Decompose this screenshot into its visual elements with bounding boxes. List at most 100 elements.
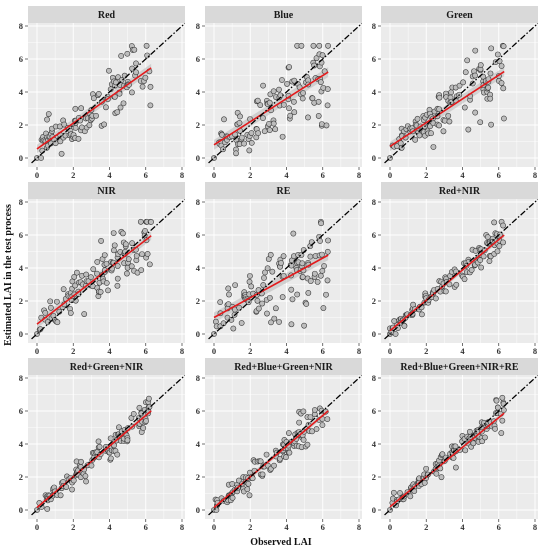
x-tick-label: 0 — [35, 170, 39, 180]
data-point — [111, 242, 118, 249]
data-point — [397, 490, 403, 496]
fit-line — [213, 254, 329, 319]
data-point — [145, 395, 152, 402]
data-point — [142, 227, 148, 234]
data-point — [94, 259, 101, 265]
data-point — [229, 480, 236, 487]
facet-title: Red+Blue+Green+NIR — [234, 362, 333, 373]
y-tick-label: 4 — [196, 87, 201, 97]
data-point — [269, 268, 276, 275]
facet-title: Green — [446, 10, 473, 21]
data-point — [128, 263, 135, 270]
data-point — [246, 147, 253, 154]
facet-strip — [205, 358, 362, 375]
data-point — [271, 462, 277, 469]
data-point — [499, 394, 506, 401]
y-tick-label: 0 — [19, 153, 23, 163]
scatter-panel: NIR 0 2 4 6 8 0 2 4 6 8 — [19, 182, 185, 356]
scatter-panel: Red+Blue+Green+NIR+RE 0 2 4 6 8 0 2 4 6 8 — [372, 358, 538, 532]
y-tick-label: 8 — [372, 21, 376, 31]
x-tick-label: 0 — [35, 522, 39, 532]
data-point — [456, 82, 463, 89]
data-point — [110, 230, 117, 237]
data-point — [257, 458, 264, 465]
data-point — [226, 291, 232, 298]
data-point — [319, 422, 326, 429]
x-tick-label: 0 — [212, 346, 216, 356]
facet-strip — [205, 6, 362, 23]
scatter-panel: Red+Blue+Green+NIR 0 2 4 6 8 0 2 4 6 8 — [196, 358, 362, 532]
data-point — [103, 104, 109, 111]
data-point — [144, 251, 151, 257]
x-tick-label: 6 — [497, 170, 501, 180]
x-tick-label: 8 — [180, 346, 184, 356]
data-point — [392, 331, 399, 337]
data-point — [303, 301, 310, 307]
data-point — [233, 150, 239, 157]
data-point — [462, 69, 469, 76]
data-point — [47, 304, 54, 311]
data-point — [124, 50, 131, 57]
data-point — [283, 454, 289, 461]
data-point — [148, 219, 154, 225]
facet-strip — [28, 182, 185, 199]
data-point — [480, 73, 487, 80]
data-point — [248, 130, 255, 136]
data-point — [296, 419, 303, 426]
data-point — [225, 285, 232, 292]
data-point — [462, 447, 469, 454]
data-point — [281, 101, 287, 108]
data-point — [498, 80, 505, 86]
data-point — [114, 263, 121, 269]
x-tick-label: 4 — [107, 346, 112, 356]
data-point — [453, 281, 460, 288]
scatter-panel: Red+Green+NIR 0 2 4 6 8 0 2 4 6 8 — [19, 358, 185, 532]
y-tick-label: 8 — [196, 197, 200, 207]
data-point — [500, 407, 507, 413]
data-point — [478, 264, 485, 271]
data-point — [498, 430, 505, 436]
data-point — [284, 81, 290, 87]
facet-title: RE — [277, 186, 291, 197]
data-point — [133, 252, 140, 259]
data-point — [238, 134, 245, 141]
data-point — [287, 112, 294, 119]
data-point — [319, 52, 326, 59]
facet-title: NIR — [97, 186, 116, 197]
one-to-one-line — [384, 375, 538, 516]
data-point — [317, 79, 324, 86]
data-point — [136, 404, 143, 411]
data-point — [120, 100, 127, 107]
data-point — [307, 278, 314, 284]
x-tick-label: 6 — [321, 522, 325, 532]
data-point — [88, 274, 94, 281]
data-point — [313, 426, 320, 432]
data-point — [82, 473, 89, 480]
data-point — [486, 258, 493, 265]
data-point — [279, 77, 285, 83]
data-point — [57, 138, 64, 145]
y-tick-label: 4 — [372, 87, 377, 97]
data-point — [395, 325, 401, 332]
data-point — [319, 251, 325, 258]
y-tick-label: 6 — [19, 406, 23, 416]
y-tick-label: 2 — [19, 472, 23, 482]
data-point — [133, 69, 139, 76]
data-point — [324, 248, 331, 255]
data-point — [106, 67, 112, 74]
scatter-panel: RE 0 2 4 6 8 0 2 4 6 8 — [196, 182, 362, 356]
y-axis-title: Estimated LAI in the test process — [3, 204, 14, 346]
data-point — [448, 89, 454, 96]
data-point — [264, 310, 270, 317]
data-point — [70, 477, 77, 484]
data-point — [299, 95, 306, 102]
data-point — [324, 416, 331, 422]
y-tick-label: 2 — [372, 120, 376, 130]
scatter-panel: Green 0 2 4 6 8 0 2 4 6 8 — [372, 6, 538, 180]
x-tick-label: 2 — [71, 522, 75, 532]
data-point — [485, 84, 492, 91]
data-point — [432, 295, 439, 302]
data-point — [270, 120, 277, 127]
data-point — [407, 493, 414, 500]
y-tick-label: 6 — [372, 230, 376, 240]
